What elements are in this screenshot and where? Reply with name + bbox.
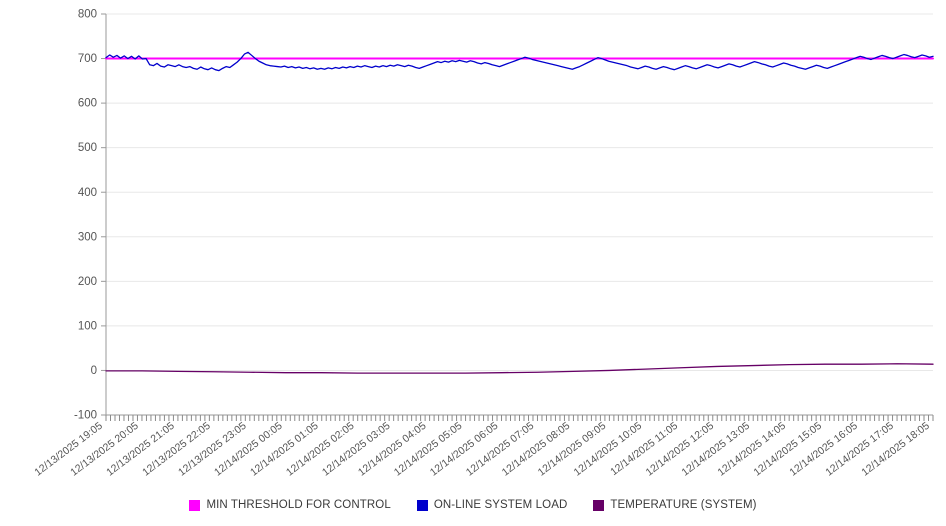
y-axis-tick-label: -100 <box>74 410 97 422</box>
y-axis-tick-label: 600 <box>78 98 97 110</box>
legend-color-swatch <box>189 499 201 511</box>
y-axis-tick-label: 100 <box>78 320 97 332</box>
legend-item[interactable]: ON-LINE SYSTEM LOAD <box>416 499 568 511</box>
y-axis-tick-label: 800 <box>78 9 97 21</box>
legend-color-swatch <box>593 499 605 511</box>
y-axis-tick-label: 400 <box>78 187 97 199</box>
legend-item-label: ON-LINE SYSTEM LOAD <box>433 499 568 511</box>
y-axis-tick-label: 700 <box>78 53 97 65</box>
y-axis-tick-label: 0 <box>91 365 97 377</box>
y-axis-tick-label: 200 <box>78 276 97 288</box>
y-axis-tick-label: 300 <box>78 231 97 243</box>
legend-item[interactable]: TEMPERATURE (SYSTEM) <box>593 499 756 511</box>
legend-color-swatch <box>416 499 428 511</box>
legend-item-label: TEMPERATURE (SYSTEM) <box>610 499 757 511</box>
series-line <box>105 51 934 72</box>
chart-legend: MIN THRESHOLD FOR CONTROL ON-LINE SYSTEM … <box>0 494 946 516</box>
x-axis-tick-label: 12/14/2025 18:05 <box>859 420 932 479</box>
series-line <box>105 363 934 374</box>
legend-item[interactable]: MIN THRESHOLD FOR CONTROL <box>189 499 391 511</box>
legend-item-label: MIN THRESHOLD FOR CONTROL <box>206 499 391 511</box>
y-axis-tick-label: 500 <box>78 142 97 154</box>
